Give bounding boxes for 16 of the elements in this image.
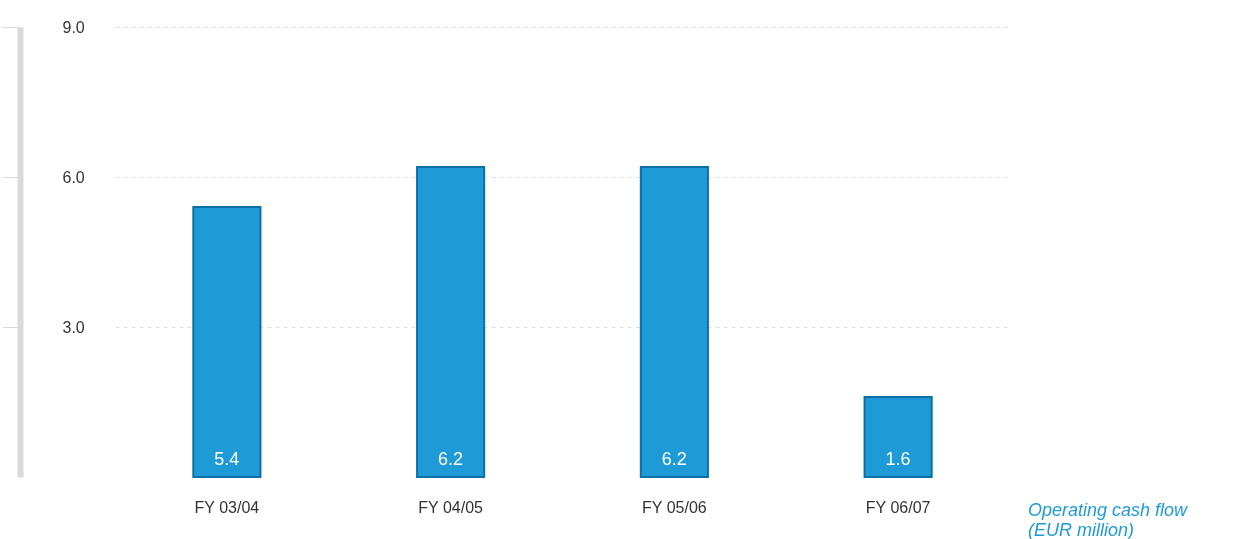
- bar: [863, 396, 933, 478]
- x-tick-label: FY 04/05: [418, 498, 484, 516]
- bar: [192, 206, 262, 478]
- data-label: 1.6: [885, 449, 911, 469]
- bar: [416, 166, 486, 478]
- y-tick-label: 9.0: [62, 18, 85, 36]
- x-tick-label: FY 05/06: [642, 498, 707, 516]
- data-label: 5.4: [214, 449, 240, 469]
- y-tick-label: 6.0: [62, 168, 85, 186]
- data-label: 6.2: [438, 449, 464, 469]
- text: Operating cash flow (EUR million): [1028, 500, 1189, 539]
- x-tick-label: FY 03/04: [194, 498, 260, 516]
- y-tick-label: 3.0: [62, 318, 85, 336]
- data-label: 6.2: [661, 449, 687, 469]
- x-tick-label: FY 06/07: [865, 498, 931, 516]
- bar: [639, 166, 709, 478]
